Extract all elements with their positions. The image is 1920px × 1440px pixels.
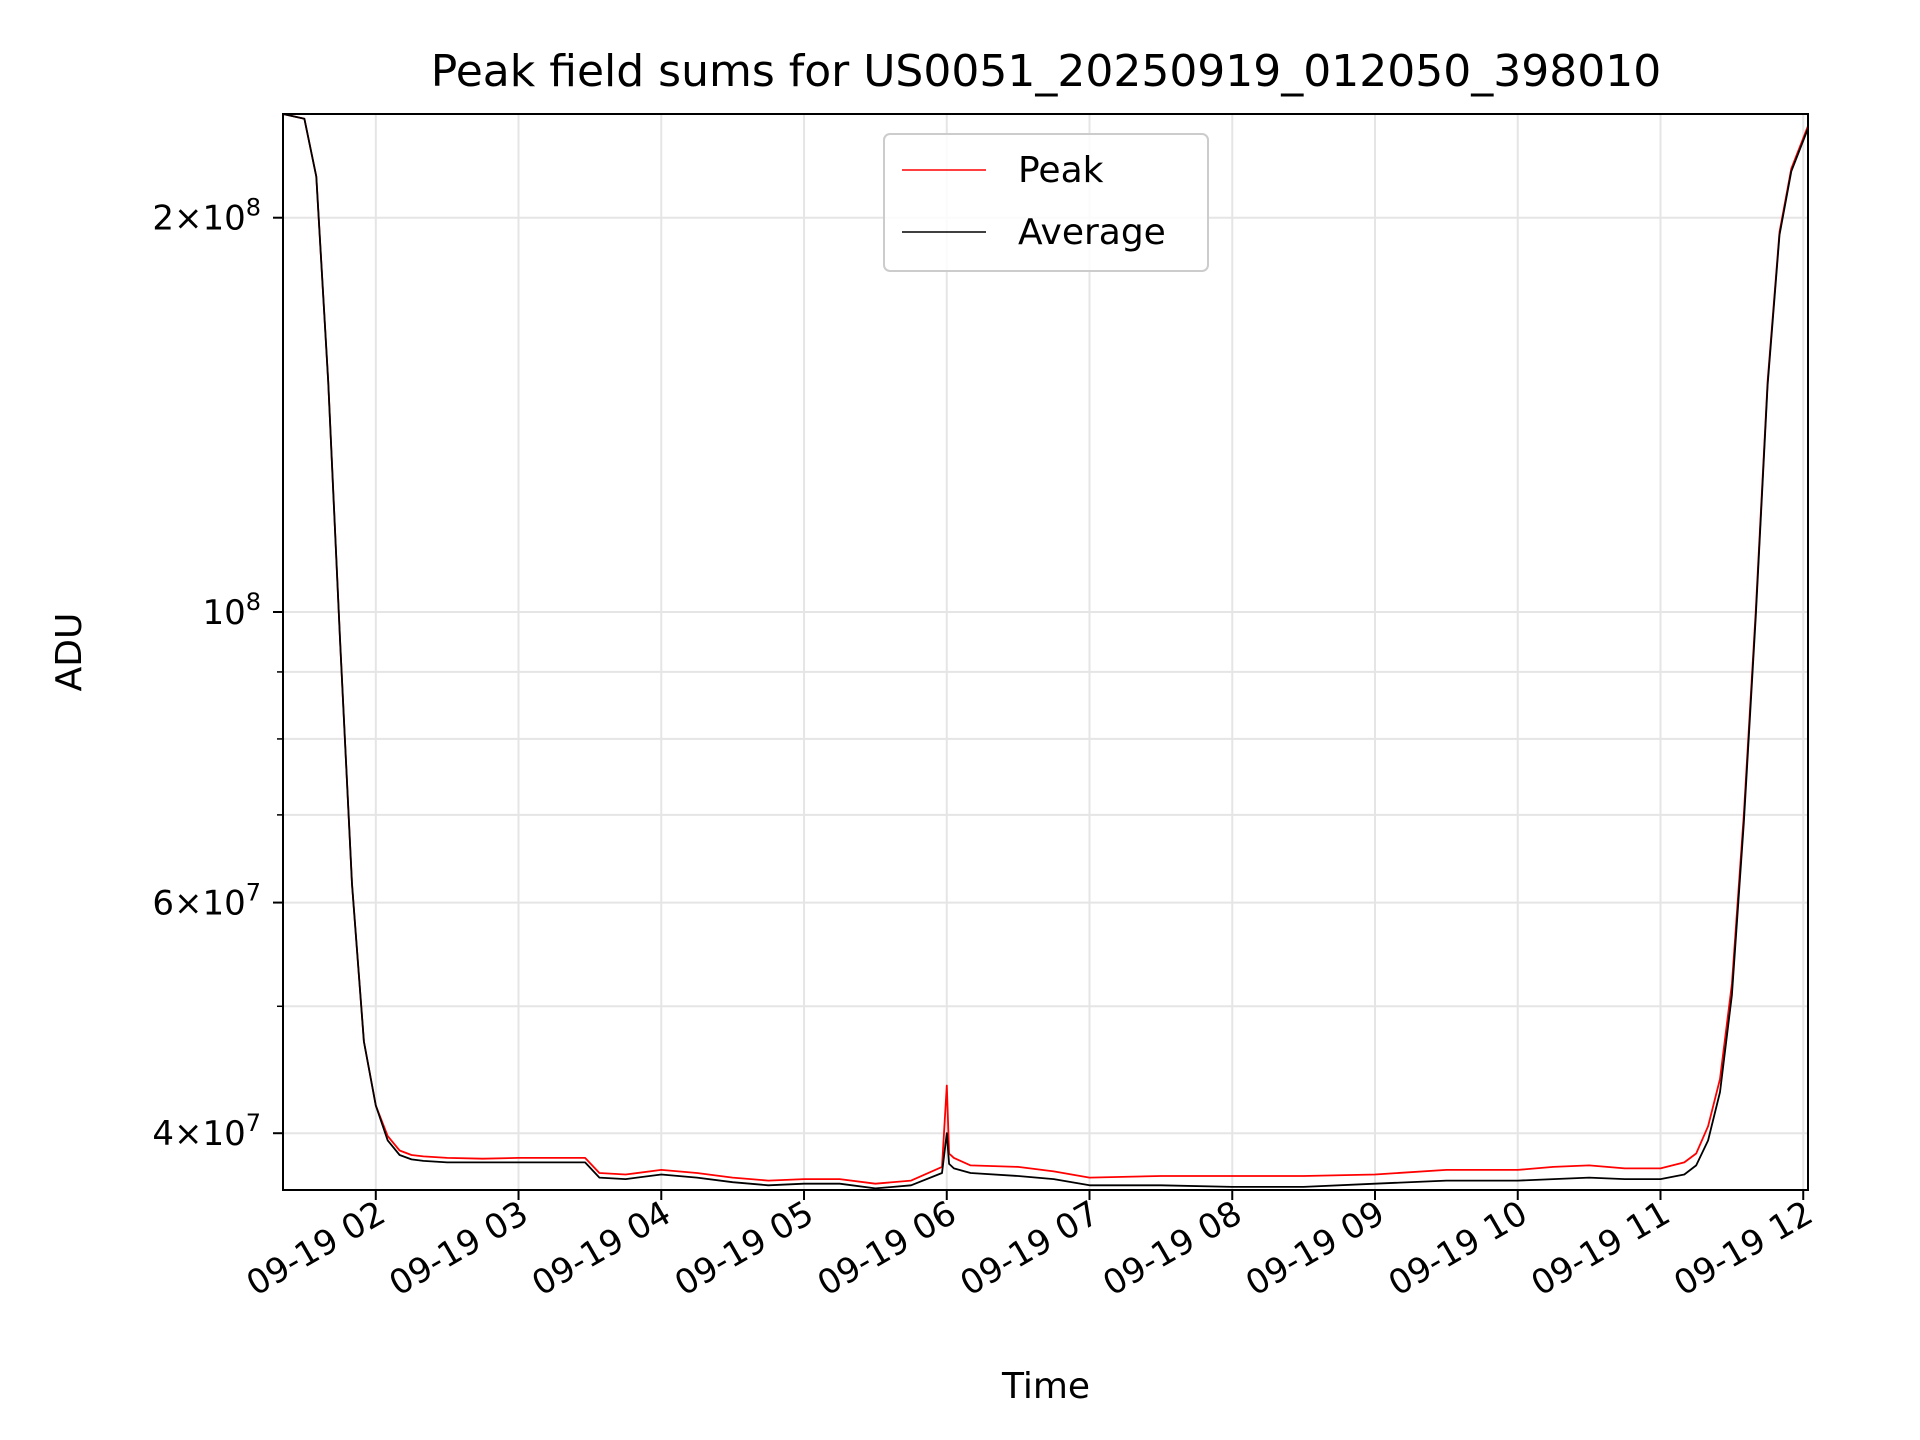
y-tick-label: 108 bbox=[202, 588, 261, 633]
legend-label-average: Average bbox=[1018, 212, 1166, 253]
legend-label-peak: Peak bbox=[1018, 150, 1104, 191]
y-tick-label: 4×107 bbox=[152, 1109, 261, 1154]
legend: Peak Average bbox=[883, 133, 1209, 272]
y-tick-label: 6×107 bbox=[152, 879, 261, 924]
plot-lines bbox=[282, 113, 1809, 1190]
legend-box bbox=[883, 133, 1209, 272]
y-axis: 4×107 6×107 108 2×108 bbox=[152, 194, 283, 1154]
chart-title: Peak field sums for US0051_20250919_0120… bbox=[431, 46, 1661, 97]
plot-frame bbox=[282, 113, 1809, 1191]
series-line-average bbox=[282, 113, 1809, 1190]
series-line-peak bbox=[282, 113, 1809, 1185]
grid bbox=[283, 114, 1808, 1190]
x-axis-label: Time bbox=[1001, 1366, 1090, 1407]
y-axis-label: ADU bbox=[49, 613, 90, 692]
y-tick-label: 2×108 bbox=[152, 194, 261, 239]
